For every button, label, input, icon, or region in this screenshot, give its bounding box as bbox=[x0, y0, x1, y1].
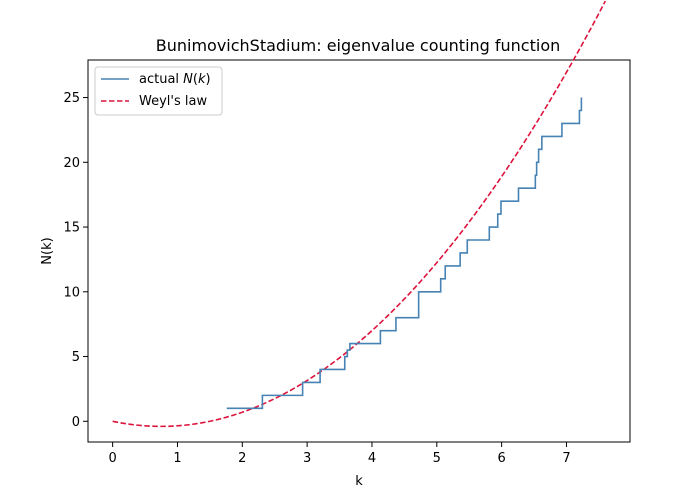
x-tick-label: 0 bbox=[108, 451, 116, 466]
legend-label-actual-var: k bbox=[198, 72, 206, 87]
legend-label-actual-close: ) bbox=[206, 72, 211, 87]
plot-frame bbox=[87, 59, 631, 443]
y-tick-label: 0 bbox=[72, 415, 80, 430]
y-axis-label: N(k) bbox=[40, 237, 55, 264]
legend-label-actual-prefix: actual bbox=[139, 72, 183, 87]
legend-label-actual: actual N(k) bbox=[139, 72, 211, 87]
x-tick-label: 5 bbox=[433, 451, 441, 466]
legend-label-actual-open: ( bbox=[193, 72, 198, 87]
legend-label-weyl: Weyl's law bbox=[139, 94, 207, 109]
y-tick-label: 25 bbox=[63, 91, 80, 106]
chart-title: BunimovichStadium: eigenvalue counting f… bbox=[156, 36, 561, 55]
y-tick-label: 15 bbox=[63, 221, 80, 236]
y-tick-label: 5 bbox=[72, 350, 80, 365]
plot-area bbox=[112, 0, 607, 428]
x-tick-label: 7 bbox=[562, 451, 570, 466]
y-axis: 0 5 10 15 20 25 bbox=[63, 91, 88, 430]
x-tick-label: 2 bbox=[238, 451, 246, 466]
x-tick-label: 1 bbox=[173, 451, 181, 466]
x-axis-label: k bbox=[355, 474, 363, 489]
series-actual-step bbox=[226, 97, 583, 410]
x-tick-label: 4 bbox=[368, 451, 376, 466]
x-tick-label: 3 bbox=[303, 451, 311, 466]
x-tick-label: 6 bbox=[497, 451, 505, 466]
y-tick-label: 20 bbox=[63, 156, 80, 171]
series-weyl-line bbox=[112, 0, 607, 428]
x-axis: 0 1 2 3 4 5 6 7 bbox=[108, 442, 571, 466]
y-tick-label: 10 bbox=[63, 285, 80, 300]
legend: actual N(k) Weyl's law bbox=[94, 66, 223, 116]
legend-label-actual-math: N bbox=[183, 72, 193, 87]
